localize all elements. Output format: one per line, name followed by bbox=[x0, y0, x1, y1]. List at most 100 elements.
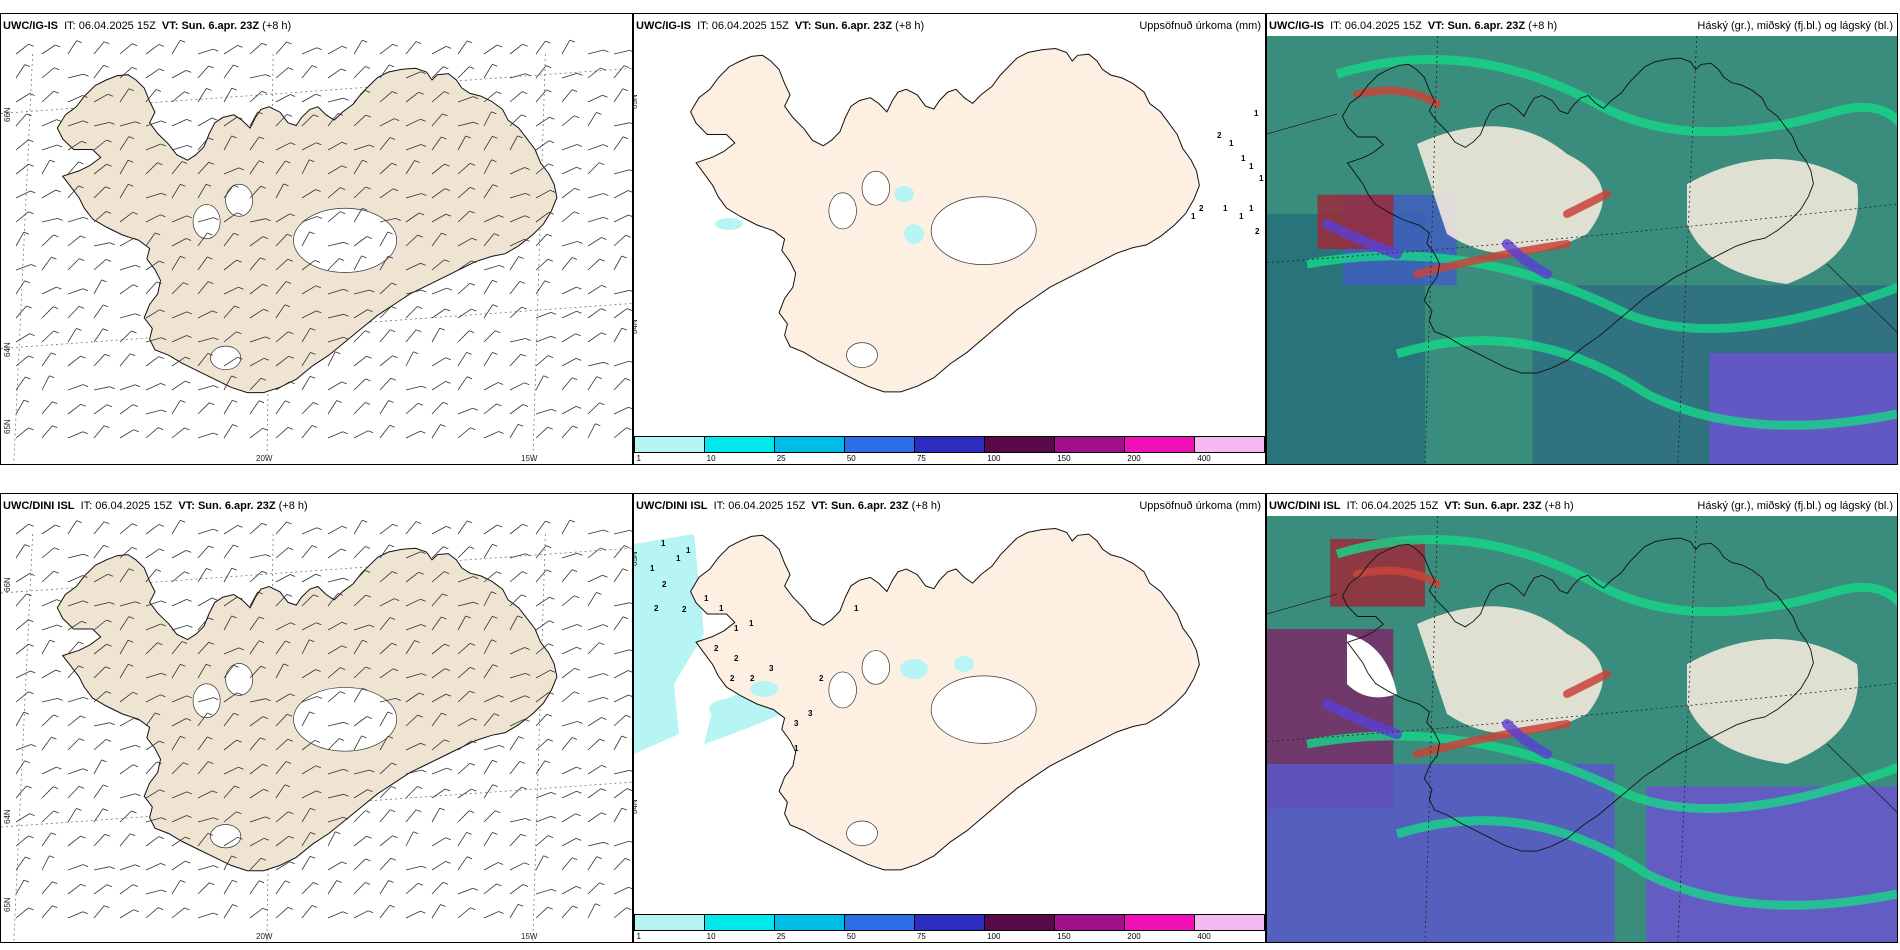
it-value: 06.04.2025 15Z bbox=[1361, 500, 1439, 512]
precip-value: 2 bbox=[662, 580, 667, 589]
precip-value: 2 bbox=[714, 644, 719, 653]
colorbar-tick-label: 1 bbox=[636, 454, 641, 463]
precip-value: 2 bbox=[819, 674, 824, 683]
lat-label-66n: 66N bbox=[3, 577, 12, 592]
colorbar-swatch bbox=[1194, 436, 1265, 453]
lon-label-15w: 15W bbox=[521, 932, 538, 941]
precip-value: 2 bbox=[750, 674, 755, 683]
vt-value: Sun. 6.apr. 23Z bbox=[181, 20, 260, 32]
precip-value: 1 bbox=[1191, 212, 1196, 221]
colorbar-swatch bbox=[984, 436, 1054, 453]
colorbar-tick-label: 400 bbox=[1197, 932, 1211, 941]
vt-label: VT: bbox=[794, 20, 812, 32]
lat-label-64n: 64N bbox=[3, 342, 12, 357]
lat-label-65n: 65N bbox=[3, 419, 12, 434]
precip-value: 1 bbox=[794, 744, 799, 753]
precip-value: 2 bbox=[1255, 227, 1260, 236]
it-label: IT: bbox=[1330, 20, 1342, 32]
precip-value: 2 bbox=[1217, 131, 1222, 140]
model-name: UWC/IG-IS bbox=[3, 20, 58, 32]
vt-value: Sun. 6.apr. 23Z bbox=[830, 500, 909, 512]
precip-value: 2 bbox=[730, 674, 735, 683]
colorbar-tick-label: 150 bbox=[1057, 932, 1071, 941]
cloud-panel-top: UWC/IG-IS IT: 06.04.2025 15Z VT: Sun. 6.… bbox=[1266, 13, 1898, 465]
precip-value: 1 bbox=[650, 564, 655, 573]
precip-title: Uppsöfnuð úrkoma (mm) bbox=[1139, 20, 1261, 32]
colorbar-swatch bbox=[1054, 436, 1124, 453]
precip-value: 1 bbox=[1259, 174, 1264, 183]
cloud-title: Háský (gr.), miðský (fj.bl.) og lágský (… bbox=[1697, 20, 1893, 32]
colorbar-swatch bbox=[914, 914, 984, 931]
precip-value: 1 bbox=[1249, 162, 1254, 171]
precip-panel-top: UWC/IG-IS IT: 06.04.2025 15Z VT: Sun. 6.… bbox=[633, 13, 1266, 465]
precip-value: 1 bbox=[854, 604, 859, 613]
precip-value: 1 bbox=[749, 619, 754, 628]
cloud-panel-bottom: UWC/DINI ISL IT: 06.04.2025 15Z VT: Sun.… bbox=[1266, 493, 1898, 943]
panel-header: UWC/DINI ISL IT: 06.04.2025 15Z VT: Sun.… bbox=[636, 497, 1261, 515]
precip-value: 1 bbox=[1223, 204, 1228, 213]
precip-value: 2 bbox=[654, 604, 659, 613]
vt-value: Sun. 6.apr. 23Z bbox=[1463, 500, 1542, 512]
lat-label-65n: 65N bbox=[3, 897, 12, 912]
precip-value: 1 bbox=[734, 624, 739, 633]
colorbar-tick-label: 75 bbox=[916, 932, 926, 941]
precip-value: 1 bbox=[1241, 154, 1246, 163]
colorbar-swatch bbox=[634, 436, 704, 453]
panel-header: UWC/DINI ISL IT: 06.04.2025 15Z VT: Sun.… bbox=[1267, 494, 1897, 516]
colorbar bbox=[634, 914, 1265, 931]
lead-time: (+8 h) bbox=[262, 20, 292, 32]
wind-panel-bottom: UWC/DINI ISL IT: 06.04.2025 15Z VT: Sun.… bbox=[0, 493, 633, 943]
panel-header: UWC/IG-IS IT: 06.04.2025 15Z VT: Sun. 6.… bbox=[3, 17, 628, 35]
colorbar-tick-label: 100 bbox=[987, 454, 1001, 463]
precip-value: 2 bbox=[734, 654, 739, 663]
precip-value: 2 bbox=[1199, 204, 1204, 213]
lat-label-66n: 66N bbox=[3, 107, 12, 122]
panel-header: UWC/IG-IS IT: 06.04.2025 15Z VT: Sun. 6.… bbox=[636, 17, 1261, 35]
colorbar-swatch bbox=[984, 914, 1054, 931]
model-name: UWC/IG-IS bbox=[636, 20, 691, 32]
precip-panel-bottom: UWC/DINI ISL IT: 06.04.2025 15Z VT: Sun.… bbox=[633, 493, 1266, 943]
wind-map-top bbox=[1, 39, 632, 464]
lead-time: (+8 h) bbox=[1544, 500, 1574, 512]
colorbar-swatch bbox=[704, 914, 774, 931]
precip-title: Uppsöfnuð úrkoma (mm) bbox=[1139, 500, 1261, 512]
precip-value: 1 bbox=[1254, 109, 1259, 118]
precip-value: 1 bbox=[1229, 139, 1234, 148]
precip-value: 1 bbox=[704, 594, 709, 603]
model-name: UWC/IG-IS bbox=[1269, 20, 1324, 32]
precip-value: 3 bbox=[808, 709, 813, 718]
colorbar-ticks: 1 10 25 50 75 100 150 200 400 bbox=[634, 453, 1265, 464]
vt-label: VT: bbox=[1444, 500, 1461, 512]
lat-label-65n: 65N bbox=[633, 94, 639, 109]
vt-value: Sun. 6.apr. 23Z bbox=[814, 20, 893, 32]
lat-label-64n: 64N bbox=[3, 809, 12, 824]
precip-value: 1 bbox=[661, 539, 666, 548]
lead-time: (+8 h) bbox=[278, 500, 308, 512]
colorbar-swatch bbox=[1124, 914, 1194, 931]
precip-value: 1 bbox=[676, 554, 681, 563]
colorbar-tick-label: 1 bbox=[636, 932, 641, 941]
colorbar-swatch bbox=[914, 436, 984, 453]
colorbar-ticks: 1 10 25 50 75 100 150 200 400 bbox=[634, 931, 1265, 942]
wind-panel-top: UWC/IG-IS IT: 06.04.2025 15Z VT: Sun. 6.… bbox=[0, 13, 633, 465]
cloud-title: Háský (gr.), miðský (fj.bl.) og lágský (… bbox=[1697, 500, 1893, 512]
vt-label: VT: bbox=[178, 500, 195, 512]
colorbar-tick-label: 10 bbox=[706, 454, 716, 463]
precip-value: 3 bbox=[794, 719, 799, 728]
precip-value: 1 bbox=[1249, 204, 1254, 213]
it-value: 06.04.2025 15Z bbox=[728, 500, 806, 512]
it-value: 06.04.2025 15Z bbox=[711, 20, 789, 32]
it-value: 06.04.2025 15Z bbox=[1344, 20, 1422, 32]
it-label: IT: bbox=[1346, 500, 1359, 512]
lon-label-20w: 20W bbox=[256, 454, 273, 463]
vt-label: VT: bbox=[811, 500, 828, 512]
colorbar-swatch bbox=[1054, 914, 1124, 931]
colorbar-tick-label: 100 bbox=[987, 932, 1001, 941]
precip-value: 1 bbox=[686, 546, 691, 555]
colorbar-swatch bbox=[634, 914, 704, 931]
panel-header: UWC/IG-IS IT: 06.04.2025 15Z VT: Sun. 6.… bbox=[1267, 14, 1897, 36]
colorbar-tick-label: 200 bbox=[1127, 454, 1141, 463]
model-name: UWC/DINI ISL bbox=[1269, 500, 1341, 512]
it-value: 06.04.2025 15Z bbox=[95, 500, 173, 512]
lat-label-64n: 64N bbox=[633, 319, 639, 334]
